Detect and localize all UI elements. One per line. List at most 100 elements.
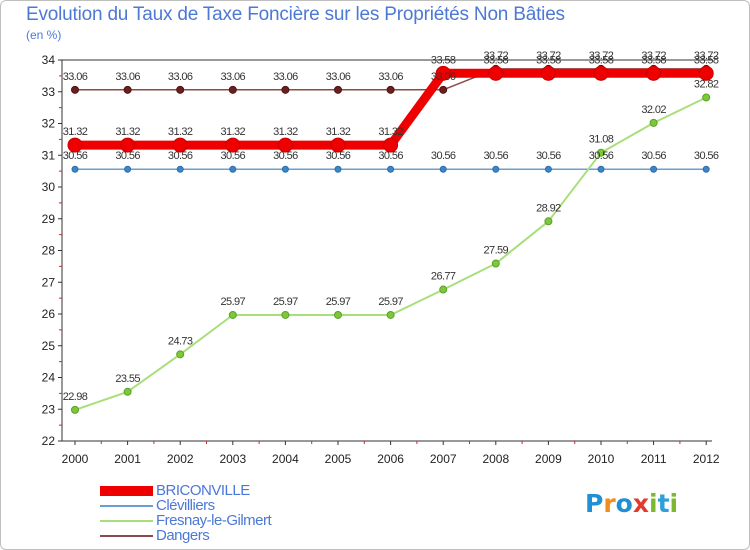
x-tick-label: 2010 xyxy=(588,452,615,466)
data-point-clevilliers xyxy=(176,165,184,173)
data-label-briconville: 33.58 xyxy=(484,54,509,66)
data-label-fresnay-le-gilmert: 26.77 xyxy=(431,271,456,283)
data-label-dangers: 33.06 xyxy=(378,71,403,83)
y-axis-unit: (en %) xyxy=(26,28,62,42)
y-tick-label: 27 xyxy=(42,275,56,289)
data-point-briconville xyxy=(698,65,714,81)
data-label-briconville: 33.58 xyxy=(589,54,614,66)
y-tick-label: 34 xyxy=(42,53,56,67)
data-label-briconville: 31.32 xyxy=(221,126,246,138)
data-label-clevilliers: 30.56 xyxy=(694,150,719,162)
x-tick-label: 2008 xyxy=(482,452,509,466)
data-label-dangers: 33.06 xyxy=(431,71,456,83)
data-point-briconville xyxy=(277,137,293,153)
data-label-clevilliers: 30.56 xyxy=(168,150,193,162)
y-tick-label: 24 xyxy=(42,371,56,385)
data-label-briconville: 31.32 xyxy=(273,126,298,138)
y-tick-label: 32 xyxy=(42,117,56,131)
data-label-clevilliers: 30.56 xyxy=(326,150,351,162)
data-label-fresnay-le-gilmert: 22.98 xyxy=(63,391,88,403)
data-label-dangers: 33.06 xyxy=(63,71,88,83)
series-layer xyxy=(67,64,714,414)
data-point-fresnay-le-gilmert xyxy=(228,310,237,319)
data-point-fresnay-le-gilmert xyxy=(281,310,290,319)
data-point-briconville xyxy=(540,65,556,81)
data-point-dangers xyxy=(123,85,132,94)
data-point-clevilliers xyxy=(229,165,237,173)
x-tick-label: 2006 xyxy=(377,452,404,466)
data-label-fresnay-le-gilmert: 25.97 xyxy=(221,296,246,308)
data-point-dangers xyxy=(334,85,342,94)
legend-swatch xyxy=(100,535,153,537)
data-label-dangers: 33.06 xyxy=(273,71,298,83)
logo-letter: P xyxy=(585,489,604,518)
legend-label: Dangers xyxy=(156,527,210,544)
data-label-fresnay-le-gilmert: 25.97 xyxy=(273,296,298,308)
y-tick-label: 31 xyxy=(42,148,56,162)
data-label-clevilliers: 30.56 xyxy=(484,150,509,162)
data-point-fresnay-le-gilmert xyxy=(176,350,185,359)
proxiti-logo: Proxiti xyxy=(585,489,678,518)
data-label-dangers: 33.06 xyxy=(221,71,246,83)
x-tick-label: 2007 xyxy=(430,452,457,466)
data-label-dangers: 33.72 xyxy=(694,50,719,62)
y-tick-label: 23 xyxy=(42,402,56,416)
data-label-briconville: 31.32 xyxy=(378,126,403,138)
data-point-briconville xyxy=(435,65,451,81)
x-tick-label: 2012 xyxy=(693,452,720,466)
logo-letter: o xyxy=(615,489,633,518)
data-label-briconville: 33.58 xyxy=(431,54,456,66)
data-point-dangers xyxy=(71,85,79,94)
logo-letter: i xyxy=(649,489,658,518)
data-label-clevilliers: 30.56 xyxy=(63,150,88,162)
data-point-clevilliers xyxy=(334,165,342,173)
data-label-fresnay-le-gilmert: 31.08 xyxy=(589,134,614,146)
data-label-clevilliers: 30.56 xyxy=(536,150,561,162)
data-label-clevilliers: 30.56 xyxy=(273,150,298,162)
data-label-dangers: 33.06 xyxy=(115,71,140,83)
data-point-fresnay-le-gilmert xyxy=(597,148,605,157)
data-point-briconville xyxy=(225,137,241,153)
data-label-briconville: 31.32 xyxy=(326,126,351,138)
data-label-dangers: 33.72 xyxy=(641,50,666,62)
data-point-clevilliers xyxy=(124,165,132,173)
data-label-fresnay-le-gilmert: 23.55 xyxy=(115,373,140,385)
data-point-dangers xyxy=(386,85,395,94)
data-label-clevilliers: 30.56 xyxy=(431,150,456,162)
data-point-fresnay-le-gilmert xyxy=(702,93,711,102)
data-point-briconville xyxy=(120,137,136,153)
x-tick-label: 2004 xyxy=(272,452,299,466)
data-point-clevilliers xyxy=(544,165,552,173)
data-label-clevilliers: 30.56 xyxy=(115,150,140,162)
data-point-briconville xyxy=(383,137,399,153)
logo-letter: r xyxy=(603,489,616,518)
chart-title: Evolution du Taux de Taxe Foncière sur l… xyxy=(26,4,565,25)
data-label-fresnay-le-gilmert: 24.73 xyxy=(168,335,193,347)
axes: 22 23 24 25 26 27 28 29 30 31 32 33 34 2000 2001 2002 20… xyxy=(42,53,720,466)
x-tick-label: 2001 xyxy=(114,452,141,466)
legend-swatch xyxy=(100,486,153,496)
data-point-fresnay-le-gilmert xyxy=(439,285,448,294)
y-tick-label: 28 xyxy=(42,244,56,258)
y-tick-label: 26 xyxy=(42,307,56,321)
data-label-briconville: 31.32 xyxy=(168,126,193,138)
data-point-clevilliers xyxy=(71,165,79,173)
data-point-clevilliers xyxy=(492,165,500,173)
logo-letter: i xyxy=(669,489,679,518)
data-label-briconville: 31.32 xyxy=(115,126,140,138)
data-point-fresnay-le-gilmert xyxy=(386,310,395,319)
data-point-clevilliers xyxy=(597,165,605,173)
data-point-fresnay-le-gilmert xyxy=(334,310,342,319)
y-tick-label: 25 xyxy=(42,339,56,353)
legend-label: Fresnay-le-Gilmert xyxy=(156,512,272,529)
data-point-fresnay-le-gilmert xyxy=(71,405,79,414)
x-tick-label: 2003 xyxy=(219,452,246,466)
logo-letter: x xyxy=(632,489,649,518)
data-label-briconville: 33.58 xyxy=(641,54,666,66)
data-point-dangers xyxy=(228,85,237,94)
y-tick-label: 22 xyxy=(42,434,56,448)
y-tick-label: 30 xyxy=(42,180,56,194)
x-tick-label: 2000 xyxy=(62,452,89,466)
data-point-briconville xyxy=(488,65,504,81)
data-point-clevilliers xyxy=(387,165,395,173)
